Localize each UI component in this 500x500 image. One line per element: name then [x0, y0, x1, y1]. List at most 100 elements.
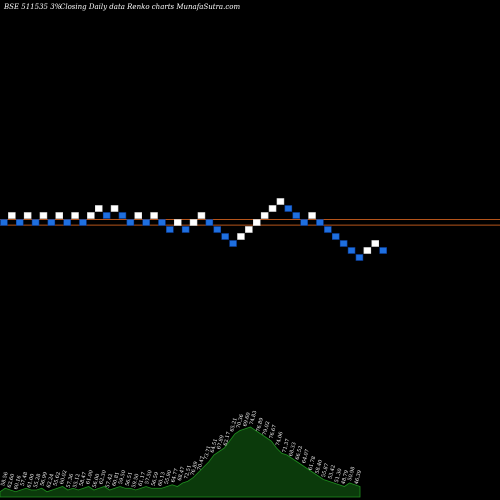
renko-brick-down	[63, 219, 71, 226]
renko-brick-up	[39, 212, 48, 219]
renko-brick-up	[197, 212, 206, 219]
price-label: 76.89	[190, 461, 200, 476]
renko-brick-down	[355, 254, 364, 261]
renko-brick-up	[110, 205, 119, 212]
price-label: 64.51	[210, 438, 220, 453]
price-label: 61.78	[308, 456, 318, 471]
renko-brick-up	[23, 212, 32, 219]
renko-brick-up	[174, 219, 182, 226]
renko-brick-down	[31, 219, 40, 226]
price-label: 59.50	[118, 470, 128, 485]
price-label: 60.13	[157, 471, 167, 486]
renko-brick-down	[126, 219, 135, 226]
renko-brick-down	[142, 219, 150, 226]
price-label: 57.48	[20, 471, 30, 486]
price-label: 50.98	[347, 466, 357, 481]
renko-brick-up	[308, 212, 316, 219]
price-label: 56.00	[92, 473, 102, 488]
renko-brick-down	[166, 226, 174, 233]
price-label: 57.50	[144, 470, 154, 485]
renko-brick-down	[118, 212, 127, 219]
renko-brick-down	[205, 219, 214, 226]
price-label: 53.42	[327, 464, 337, 479]
renko-brick-up	[8, 212, 16, 219]
price-label: 62.17	[223, 431, 233, 446]
price-label: 57.36	[66, 473, 76, 488]
price-label: 76.89	[255, 417, 265, 432]
price-label: 61.17	[138, 471, 148, 486]
renko-brick-down	[102, 212, 111, 219]
renko-brick-down	[15, 219, 24, 226]
renko-brick-up	[363, 247, 372, 254]
renko-brick-up	[134, 212, 143, 219]
renko-brick-up	[253, 219, 261, 226]
price-label: 62.30	[98, 470, 108, 485]
price-label: 55.28	[33, 473, 43, 488]
price-label: 72.51	[183, 464, 193, 479]
renko-brick-down	[339, 240, 348, 247]
renko-brick-down	[300, 219, 308, 226]
volume-area	[0, 426, 361, 498]
renko-brick-down	[47, 219, 56, 226]
price-label: 56.51	[125, 471, 135, 486]
renko-brick-down	[0, 219, 8, 226]
price-label: 55.90	[164, 470, 174, 485]
price-label: 76.67	[269, 424, 279, 439]
price-label: 74.06	[275, 431, 285, 446]
price-label: 67.89	[216, 435, 226, 450]
price-label: 55.62	[53, 471, 63, 486]
price-label: 58.47	[79, 471, 89, 486]
price-label: 60.81	[111, 471, 121, 486]
price-label: 59.50	[131, 473, 141, 488]
renko-brick-up	[189, 219, 198, 226]
price-label: 71.37	[282, 438, 292, 453]
price-label: 48.79	[341, 470, 351, 485]
price-label: 56.99	[39, 471, 49, 486]
renko-brick-down	[181, 226, 190, 233]
price-label: 64.77	[170, 468, 180, 483]
price-label: 55.12	[72, 473, 82, 488]
renko-brick-down	[331, 233, 340, 240]
renko-brick-down	[284, 205, 293, 212]
price-label: 62.24	[46, 473, 56, 488]
price-label: 55.87	[321, 463, 331, 478]
price-label: 58.56	[0, 471, 10, 486]
volume-series	[0, 426, 361, 498]
renko-brick-up	[87, 212, 95, 219]
price-label: 46.39	[354, 470, 364, 485]
renko-brick-up	[371, 240, 379, 247]
price-label: 66.52	[295, 445, 305, 460]
renko-brick-up	[150, 212, 158, 219]
price-label: 60.02	[59, 470, 69, 485]
header-symbol: BSE 511535 3%	[3, 3, 62, 11]
price-label: 58.40	[314, 459, 324, 474]
renko-brick-up	[268, 205, 277, 212]
renko-brick-up	[95, 205, 103, 212]
renko-brick-up	[245, 226, 253, 233]
level-lines	[0, 219, 500, 226]
renko-bricks	[0, 198, 387, 261]
price-label: 64.07	[301, 449, 311, 464]
price-label: 68.47	[177, 466, 187, 481]
renko-brick-down	[292, 212, 300, 219]
price-label: 68.33	[288, 442, 298, 457]
price-label: 60.16	[13, 475, 23, 490]
price-labels: 58.5662.6060.1657.4861.0055.2856.9962.24…	[0, 410, 363, 490]
price-label: 69.60	[242, 412, 252, 427]
price-label: 79.02	[262, 421, 272, 436]
renko-brick-up	[276, 198, 285, 205]
price-label: 62.60	[7, 473, 17, 488]
price-label: 74.83	[249, 410, 259, 425]
renko-brick-up	[55, 212, 63, 219]
price-label: 70.47	[197, 456, 207, 471]
renko-brick-down	[213, 226, 222, 233]
renko-brick-down	[221, 233, 229, 240]
renko-brick-down	[158, 219, 166, 226]
renko-brick-down	[347, 247, 356, 254]
price-label: 51.30	[334, 468, 344, 483]
price-label: 61.00	[26, 473, 36, 488]
renko-brick-up	[237, 233, 245, 240]
renko-brick-down	[316, 219, 324, 226]
